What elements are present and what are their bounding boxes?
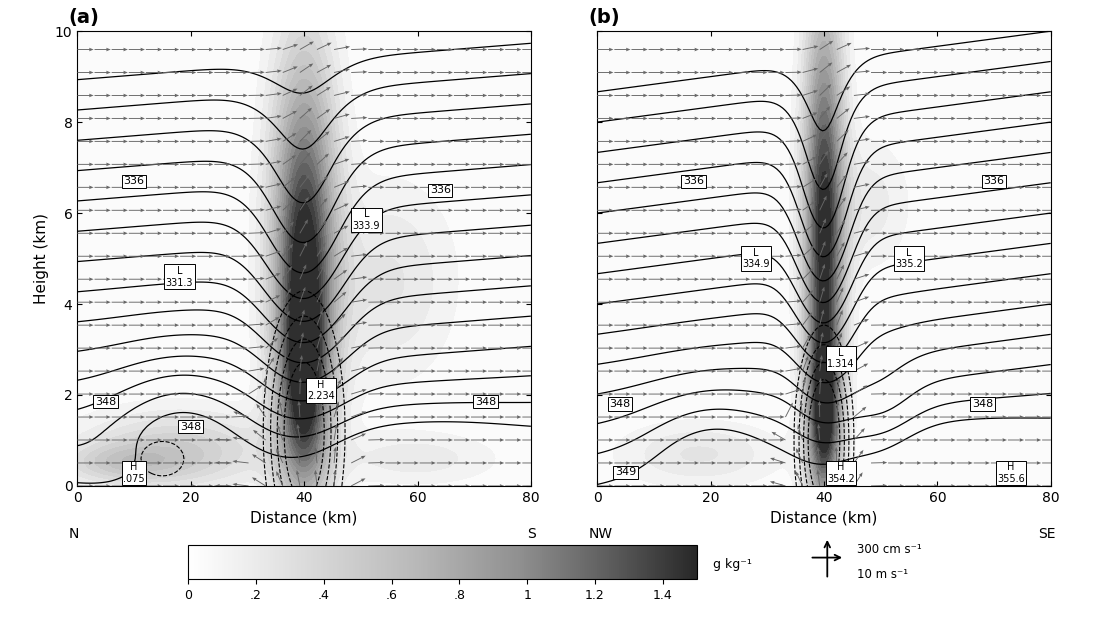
Text: L
331.3: L 331.3 (166, 266, 194, 288)
Text: H
2.234: H 2.234 (307, 379, 335, 401)
Text: 348: 348 (609, 399, 630, 409)
Text: SE: SE (1037, 527, 1055, 541)
Text: H
354.2: H 354.2 (827, 462, 855, 484)
Text: 348: 348 (972, 399, 993, 409)
Text: 336: 336 (124, 176, 145, 186)
X-axis label: Distance (km): Distance (km) (250, 510, 358, 525)
Text: 336: 336 (430, 185, 450, 196)
Text: 348: 348 (95, 397, 116, 407)
Text: 348: 348 (180, 422, 201, 432)
Text: 348: 348 (474, 397, 497, 407)
Text: H
355.6: H 355.6 (998, 462, 1025, 484)
Text: N: N (69, 527, 79, 541)
Text: S: S (526, 527, 535, 541)
Text: NW: NW (588, 527, 613, 541)
Text: (b): (b) (588, 8, 619, 27)
Y-axis label: Height (km): Height (km) (34, 213, 50, 304)
X-axis label: Distance (km): Distance (km) (770, 510, 878, 525)
Text: 349: 349 (615, 467, 636, 477)
Text: L
1.314: L 1.314 (827, 348, 855, 369)
Text: g kg⁻¹: g kg⁻¹ (713, 558, 752, 571)
Text: 10 m s⁻¹: 10 m s⁻¹ (857, 568, 908, 581)
Text: L
333.9: L 333.9 (353, 209, 380, 231)
Text: (a): (a) (69, 8, 100, 27)
Text: 300 cm s⁻¹: 300 cm s⁻¹ (857, 543, 922, 556)
Text: L
335.2: L 335.2 (895, 248, 922, 269)
Text: 336: 336 (684, 176, 705, 186)
Text: 336: 336 (983, 176, 1004, 186)
Text: L
334.9: L 334.9 (742, 248, 770, 269)
Text: H
.075: H .075 (123, 462, 145, 484)
